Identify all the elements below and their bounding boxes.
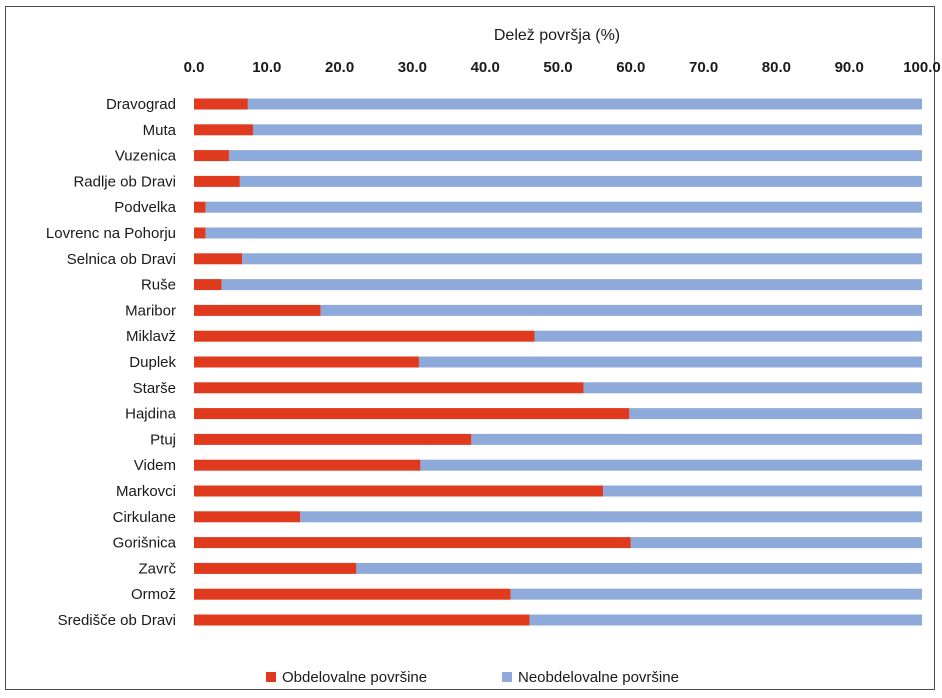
bar-obdelovalne [194,124,253,136]
legend-label: Obdelovalne površine [282,669,427,686]
category-labels: Dravograd Muta Vuzenica Radlje ob Dravi Podv… [46,96,177,629]
category-label: Lovrenc na Pohorju [46,225,176,242]
bar-obdelovalne [194,537,631,549]
x-tick-label: 70.0 [689,59,718,76]
category-label: Radlje ob Dravi [73,173,176,190]
bar-neobdelovalne [529,614,922,626]
bar-neobdelovalne [630,537,922,549]
legend-swatch [502,672,512,682]
category-label: Ruše [141,277,176,294]
chart-frame [5,6,935,690]
category-label: Miklavž [126,328,176,345]
x-tick-label: 20.0 [325,59,354,76]
legend-swatch [266,672,276,682]
x-tick-label: 60.0 [616,59,645,76]
bar-obdelovalne [194,150,229,162]
category-label: Ptuj [150,431,176,448]
bar-obdelovalne [194,253,243,265]
x-tick-label: 100.0 [903,59,941,76]
bar-neobdelovalne [247,98,922,110]
bar-obdelovalne [194,98,248,110]
category-label: Vuzenica [115,148,177,165]
bar-obdelovalne [194,459,421,471]
bar-neobdelovalne [603,485,922,497]
x-axis-ticks: 0.0 10.0 20.0 30.0 40.0 50.0 60.0 70.0 80.0 90.0 1… [184,59,941,76]
category-label: Gorišnica [113,535,177,552]
bar-obdelovalne [194,485,604,497]
bar-neobdelovalne [252,124,922,136]
bars [194,98,923,626]
bar-neobdelovalne [583,382,922,394]
bar-neobdelovalne [228,150,923,162]
bar-neobdelovalne [205,201,922,213]
bar-obdelovalne [194,408,630,420]
bar-neobdelovalne [534,330,922,342]
x-tick-label: 50.0 [543,59,572,76]
category-label: Starše [133,380,176,397]
legend: Obdelovalne površine Neobdelovalne površi… [266,669,679,686]
bar-neobdelovalne [239,175,922,187]
bar-obdelovalne [194,433,472,445]
bar-neobdelovalne [356,562,922,574]
bar-neobdelovalne [242,253,923,265]
category-label: Dravograd [106,96,176,113]
category-label: Muta [143,122,177,139]
bar-neobdelovalne [300,511,923,523]
category-label: Ormož [131,586,176,603]
x-tick-label: 80.0 [762,59,791,76]
bar-obdelovalne [194,201,206,213]
bar-obdelovalne [194,330,535,342]
bar-obdelovalne [194,382,584,394]
bar-obdelovalne [194,562,357,574]
bar-neobdelovalne [420,459,922,471]
bar-neobdelovalne [221,279,922,291]
x-tick-label: 40.0 [471,59,500,76]
x-tick-label: 0.0 [184,59,205,76]
bar-obdelovalne [194,279,222,291]
x-tick-label: 30.0 [398,59,427,76]
chart-title: Delež površja (%) [494,27,620,44]
bar-obdelovalne [194,511,301,523]
category-label: Podvelka [114,199,176,216]
bar-obdelovalne [194,356,419,368]
bar-obdelovalne [194,227,206,239]
bar-neobdelovalne [629,408,922,420]
bar-neobdelovalne [471,433,922,445]
category-label: Maribor [125,302,176,319]
bar-neobdelovalne [510,588,922,600]
bar-obdelovalne [194,175,240,187]
category-label: Cirkulane [113,509,176,526]
category-label: Duplek [129,354,176,371]
bar-neobdelovalne [205,227,922,239]
category-label: Zavrč [139,560,177,577]
x-tick-label: 90.0 [835,59,864,76]
x-tick-label: 10.0 [252,59,281,76]
category-label: Videm [134,457,176,474]
bar-obdelovalne [194,614,530,626]
bar-obdelovalne [194,588,511,600]
legend-label: Neobdelovalne površine [518,669,679,686]
bar-neobdelovalne [418,356,922,368]
bar-obdelovalne [194,304,321,316]
category-label: Selnica ob Dravi [67,251,176,268]
bar-neobdelovalne [320,304,922,316]
category-label: Središče ob Dravi [58,612,176,629]
category-label: Hajdina [125,406,177,423]
category-label: Markovci [116,483,176,500]
